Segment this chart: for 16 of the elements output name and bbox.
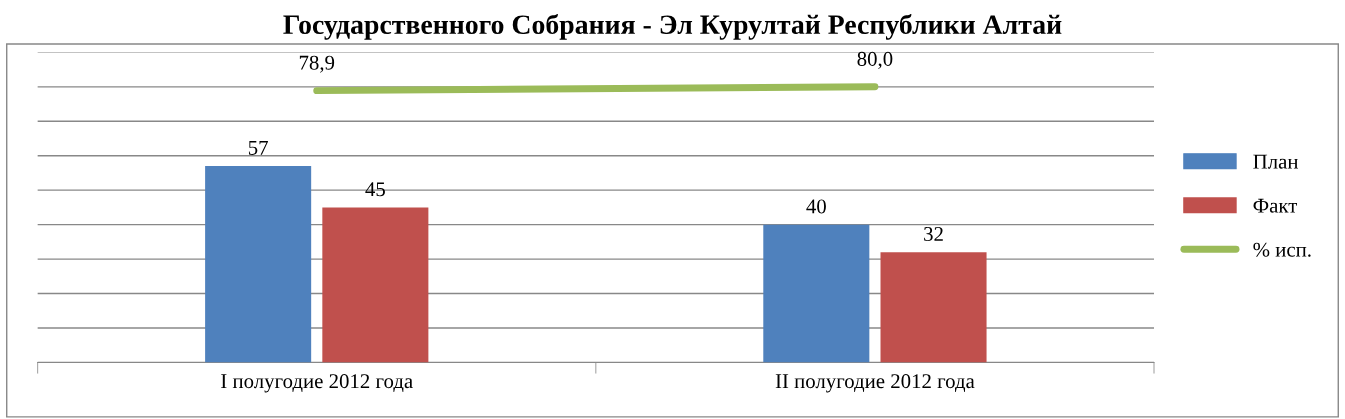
data-label: 80,0 <box>857 51 893 69</box>
legend-label: Факт <box>1253 198 1298 213</box>
bar <box>322 207 429 363</box>
x-tick-label: I полугодие 2012 года <box>221 374 413 393</box>
chart-title: Государственного Собрания - Эл Курултай Республики Алтай <box>283 13 1062 40</box>
data-label: 78,9 <box>299 55 335 73</box>
data-label: 32 <box>924 227 943 242</box>
data-label: 45 <box>365 182 385 197</box>
data-label: 40 <box>806 199 826 214</box>
x-tick-label: II полугодие 2012 года <box>775 374 975 393</box>
data-label: 57 <box>248 141 268 155</box>
bar <box>205 166 312 363</box>
legend-label: План <box>1253 154 1299 169</box>
legend-label: % исп. <box>1253 242 1311 257</box>
bar <box>880 252 987 363</box>
bar <box>763 224 870 363</box>
